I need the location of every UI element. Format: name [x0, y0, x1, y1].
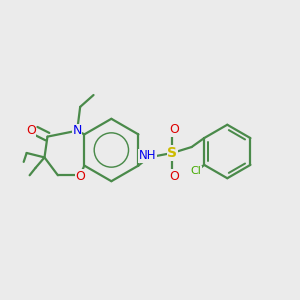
Text: O: O — [169, 123, 179, 136]
Text: O: O — [169, 170, 179, 183]
Text: N: N — [73, 124, 82, 137]
Text: O: O — [26, 124, 36, 137]
Text: NH: NH — [139, 149, 156, 162]
Text: O: O — [75, 170, 85, 183]
Text: Cl: Cl — [190, 167, 201, 176]
Text: S: S — [167, 146, 177, 160]
